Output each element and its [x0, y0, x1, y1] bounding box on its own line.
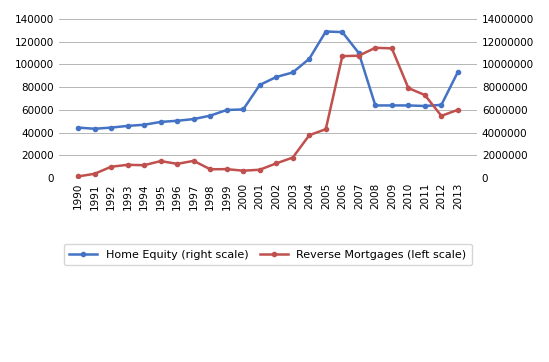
- Reverse Mortgages (left scale): [356, 54, 362, 58]
- Home Equity (right scale): [75, 126, 81, 130]
- Home Equity (right scale): [339, 30, 346, 34]
- Home Equity (right scale): [405, 103, 412, 108]
- Home Equity (right scale): [422, 104, 428, 108]
- Home Equity (right scale): [256, 83, 263, 87]
- Reverse Mortgages (left scale): [405, 86, 412, 90]
- Reverse Mortgages (left scale): [174, 162, 181, 166]
- Reverse Mortgages (left scale): [322, 127, 329, 131]
- Reverse Mortgages (left scale): [240, 169, 247, 173]
- Home Equity (right scale): [223, 108, 230, 112]
- Legend: Home Equity (right scale), Reverse Mortgages (left scale): Home Equity (right scale), Reverse Mortg…: [64, 244, 472, 265]
- Home Equity (right scale): [322, 29, 329, 34]
- Home Equity (right scale): [273, 75, 279, 79]
- Reverse Mortgages (left scale): [306, 133, 312, 137]
- Home Equity (right scale): [438, 103, 445, 107]
- Home Equity (right scale): [191, 117, 197, 121]
- Reverse Mortgages (left scale): [207, 167, 214, 172]
- Reverse Mortgages (left scale): [389, 46, 395, 51]
- Reverse Mortgages (left scale): [256, 168, 263, 172]
- Home Equity (right scale): [240, 107, 247, 111]
- Home Equity (right scale): [289, 70, 296, 75]
- Home Equity (right scale): [108, 126, 114, 130]
- Home Equity (right scale): [174, 119, 181, 123]
- Reverse Mortgages (left scale): [75, 174, 81, 178]
- Reverse Mortgages (left scale): [422, 93, 428, 97]
- Reverse Mortgages (left scale): [339, 54, 346, 58]
- Home Equity (right scale): [141, 123, 148, 127]
- Reverse Mortgages (left scale): [273, 161, 279, 165]
- Home Equity (right scale): [306, 56, 312, 61]
- Reverse Mortgages (left scale): [372, 46, 379, 50]
- Reverse Mortgages (left scale): [191, 159, 197, 163]
- Home Equity (right scale): [207, 114, 214, 118]
- Home Equity (right scale): [455, 70, 461, 74]
- Reverse Mortgages (left scale): [124, 163, 131, 167]
- Reverse Mortgages (left scale): [455, 108, 461, 112]
- Reverse Mortgages (left scale): [223, 167, 230, 171]
- Home Equity (right scale): [389, 103, 395, 108]
- Reverse Mortgages (left scale): [438, 114, 445, 118]
- Reverse Mortgages (left scale): [289, 155, 296, 160]
- Reverse Mortgages (left scale): [141, 163, 148, 167]
- Home Equity (right scale): [91, 127, 98, 131]
- Reverse Mortgages (left scale): [108, 165, 114, 169]
- Reverse Mortgages (left scale): [158, 159, 164, 163]
- Line: Home Equity (right scale): Home Equity (right scale): [76, 29, 460, 131]
- Home Equity (right scale): [124, 124, 131, 128]
- Line: Reverse Mortgages (left scale): Reverse Mortgages (left scale): [76, 46, 460, 178]
- Home Equity (right scale): [356, 51, 362, 55]
- Home Equity (right scale): [158, 120, 164, 124]
- Home Equity (right scale): [372, 103, 379, 108]
- Reverse Mortgages (left scale): [91, 172, 98, 176]
